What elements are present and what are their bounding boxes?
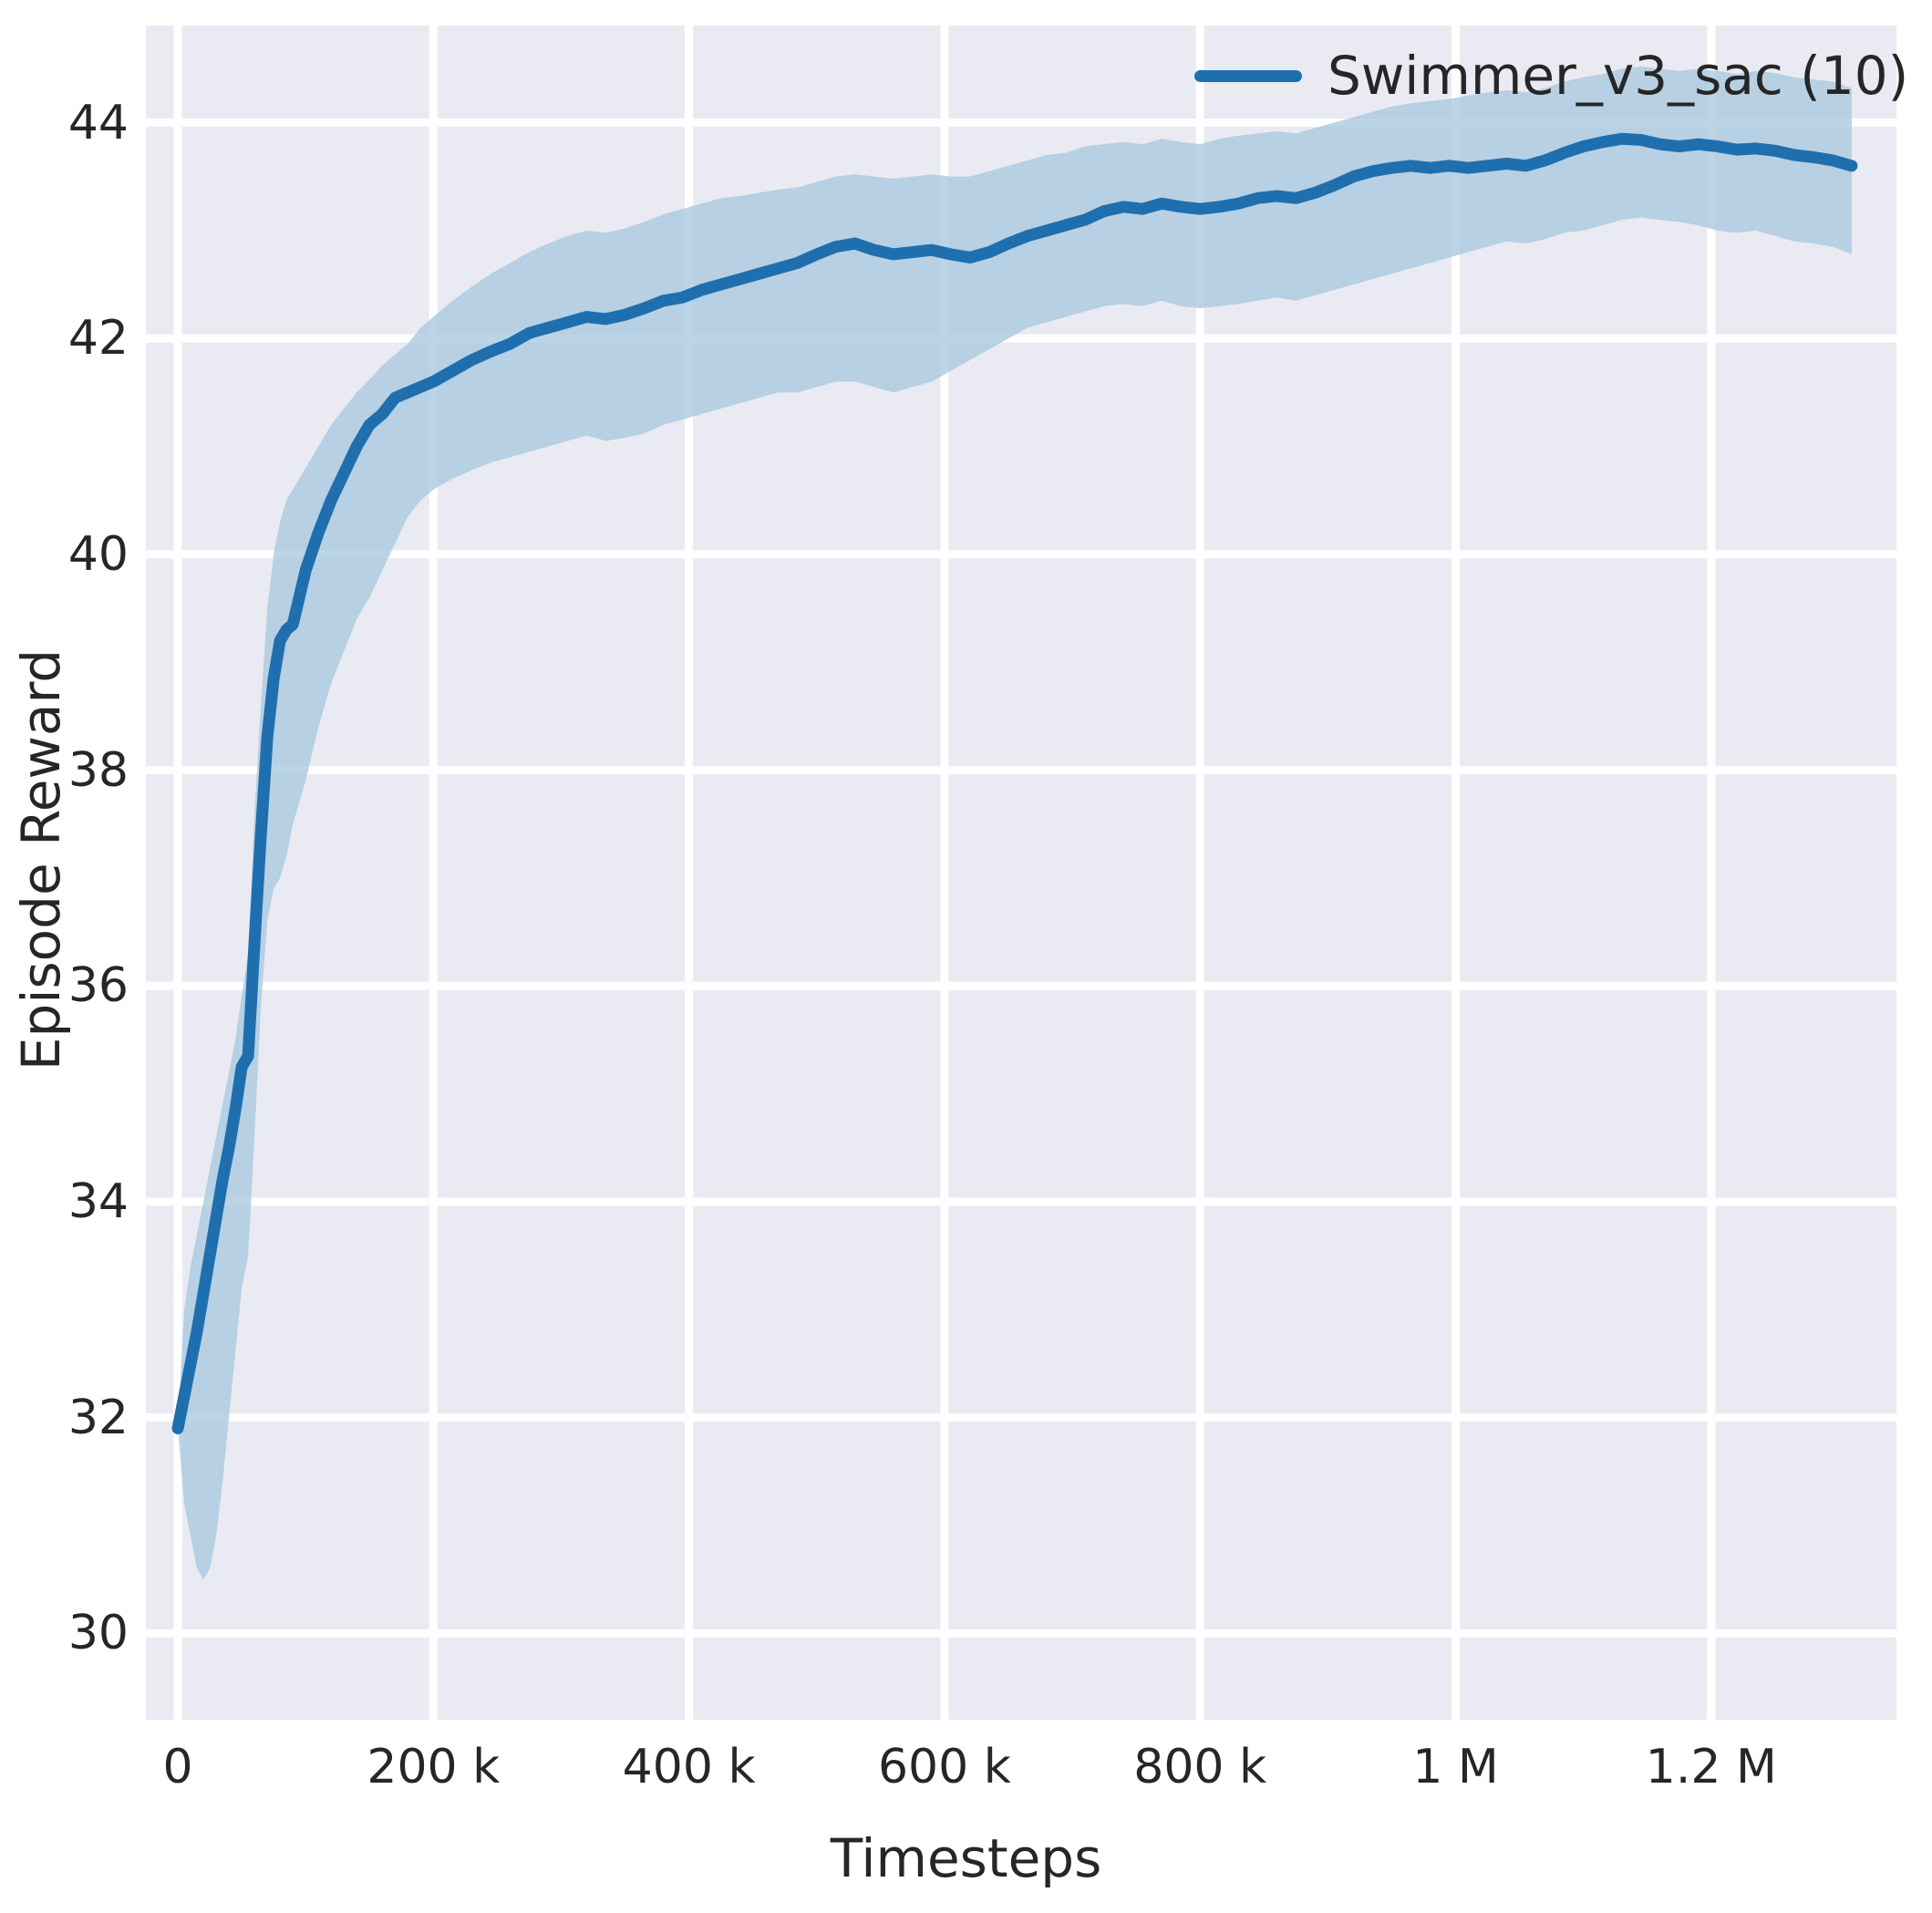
x-tick-label: 400 k (622, 1740, 756, 1794)
x-tick-label: 800 k (1133, 1740, 1267, 1794)
x-tick-label: 600 k (877, 1740, 1011, 1794)
x-tick-label: 200 k (367, 1740, 501, 1794)
y-tick-label: 38 (67, 742, 129, 798)
y-tick-label: 40 (67, 526, 129, 582)
y-tick-label: 44 (67, 95, 129, 150)
legend: Swimmer_v3_sac (10) (1194, 44, 1908, 108)
y-axis-label-wrapper: Episode Reward (0, 0, 82, 1720)
x-tick-label: 1 M (1412, 1740, 1499, 1794)
mean-line (171, 132, 1858, 1434)
y-axis-label: Episode Reward (10, 648, 72, 1071)
legend-line-swatch (1194, 69, 1302, 82)
chart-canvas (146, 26, 1896, 1720)
y-tick-label: 34 (67, 1174, 129, 1229)
y-tick-label: 42 (67, 311, 129, 367)
x-tick-label: 0 (162, 1740, 193, 1794)
legend-label: Swimmer_v3_sac (10) (1328, 45, 1909, 107)
y-tick-label: 32 (67, 1390, 129, 1445)
x-tick-label: 1.2 M (1645, 1740, 1777, 1794)
x-axis-label: Timesteps (830, 1827, 1102, 1889)
y-tick-label: 30 (67, 1606, 129, 1661)
plot-area (146, 26, 1896, 1720)
y-tick-label: 36 (67, 958, 129, 1014)
confidence-band (178, 66, 1852, 1580)
